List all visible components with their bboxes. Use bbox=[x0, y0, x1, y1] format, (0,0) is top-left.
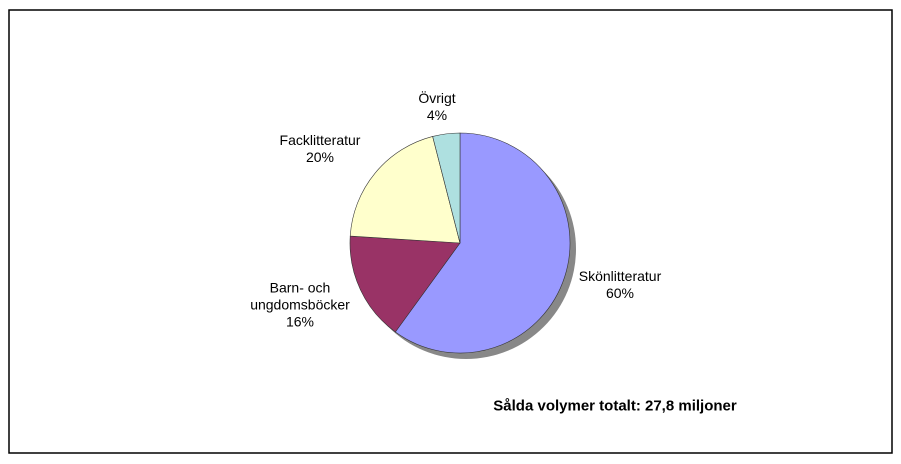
slice-label: Barn- och ungdomsböcker 16% bbox=[245, 280, 355, 331]
pie-slice bbox=[349, 136, 461, 244]
pie-slice bbox=[394, 132, 571, 354]
slice-label: Skönlitteratur 60% bbox=[565, 268, 675, 302]
value-label: 4% bbox=[426, 107, 448, 123]
annotation: Sålda volymer totalt: 27,8 miljoner bbox=[493, 397, 737, 415]
pie-slice bbox=[349, 235, 461, 333]
pie-slice bbox=[432, 132, 461, 244]
value-label: 16% bbox=[285, 313, 315, 330]
category-label: Skönlitteratur bbox=[578, 268, 662, 284]
value-label: 60% bbox=[605, 285, 635, 301]
slice-label: Övrigt 4% bbox=[382, 90, 492, 124]
category-label: Övrigt bbox=[418, 90, 456, 106]
slice-label: Facklitteratur 20% bbox=[265, 132, 375, 166]
category-label: Barn- och ungdomsböcker bbox=[250, 279, 350, 313]
value-label: 20% bbox=[305, 149, 335, 165]
category-label: Facklitteratur bbox=[279, 132, 361, 148]
